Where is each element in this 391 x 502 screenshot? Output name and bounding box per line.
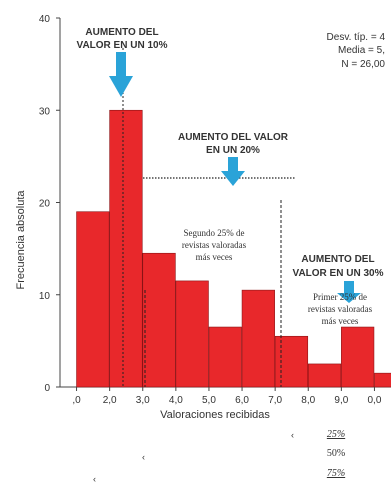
bottom-label-50: 50%	[327, 448, 345, 459]
arrow-down-icon	[221, 157, 245, 186]
x-tick-label: 2,0	[103, 395, 117, 406]
y-tick-label: 30	[39, 106, 51, 117]
y-tick-label: 40	[39, 14, 51, 25]
x-tick-label: 0,0	[367, 395, 381, 406]
x-tick-label: 3,0	[136, 395, 150, 406]
annotation-20-line2: EN UN 20%	[206, 145, 260, 156]
stray-mark: ‹	[142, 452, 145, 462]
y-ticks-group: 40 30 20 10 0	[39, 14, 60, 394]
x-tick-label: ,0	[72, 395, 81, 406]
y-tick-label: 20	[39, 199, 51, 210]
histogram-bar	[341, 326, 375, 388]
histogram-bar	[109, 109, 143, 388]
bottom-label-25: 25%	[327, 429, 345, 440]
x-tick-label: 6,0	[235, 395, 249, 406]
histogram-bar	[374, 372, 391, 388]
stat-n: N = 26,00	[341, 59, 385, 70]
annotation-10-line2: VALOR EN UN 10%	[77, 40, 168, 51]
x-tick-label: 5,0	[202, 395, 216, 406]
y-tick-label: 0	[44, 383, 50, 394]
annotation-30-line2: VALOR EN UN 30%	[293, 268, 384, 279]
arrow-down-icon	[109, 52, 133, 97]
stat-mean: Media = 5,	[338, 45, 385, 56]
histogram-bar	[274, 335, 309, 388]
x-axis-label: Valoraciones recibidas	[160, 409, 270, 421]
stat-std: Desv. típ. = 4	[327, 32, 386, 43]
second-quartile-line2: revistas valoradas	[182, 240, 247, 250]
y-axis-label: Frecuencia absoluta	[15, 190, 27, 290]
y-tick-label: 10	[39, 291, 51, 302]
histogram-bar	[241, 289, 275, 388]
first-quartile-line2: revistas valoradas	[308, 304, 373, 314]
x-ticks-group: ,0 2,0 3,0 4,0 5,0 6,0 7,0 8,0 9,0 0,0	[72, 387, 382, 406]
histogram-bar	[175, 280, 209, 388]
x-tick-label: 8,0	[301, 395, 315, 406]
second-quartile-line1: Segundo 25% de	[184, 228, 245, 238]
x-tick-label: 7,0	[268, 395, 282, 406]
annotation-30-line1: AUMENTO DEL	[301, 254, 374, 265]
bottom-label-75: 75%	[327, 468, 345, 479]
bars-group	[76, 109, 391, 388]
histogram-bar	[76, 211, 110, 388]
histogram-bar	[142, 252, 176, 388]
annotation-20-line1: AUMENTO DEL VALOR	[178, 132, 289, 143]
first-quartile-line1: Primer 25% de	[313, 292, 367, 302]
x-tick-label: 4,0	[169, 395, 183, 406]
histogram-bar	[208, 326, 242, 388]
stray-mark: ‹	[93, 474, 96, 484]
second-quartile-line3: más veces	[196, 252, 233, 262]
x-tick-label: 9,0	[334, 395, 348, 406]
histogram-bar	[307, 363, 342, 388]
stray-mark: ‹	[291, 430, 294, 440]
annotation-10-line1: AUMENTO DEL	[85, 27, 158, 38]
arrow-down-icon	[337, 281, 361, 303]
first-quartile-line3: más veces	[322, 316, 359, 326]
